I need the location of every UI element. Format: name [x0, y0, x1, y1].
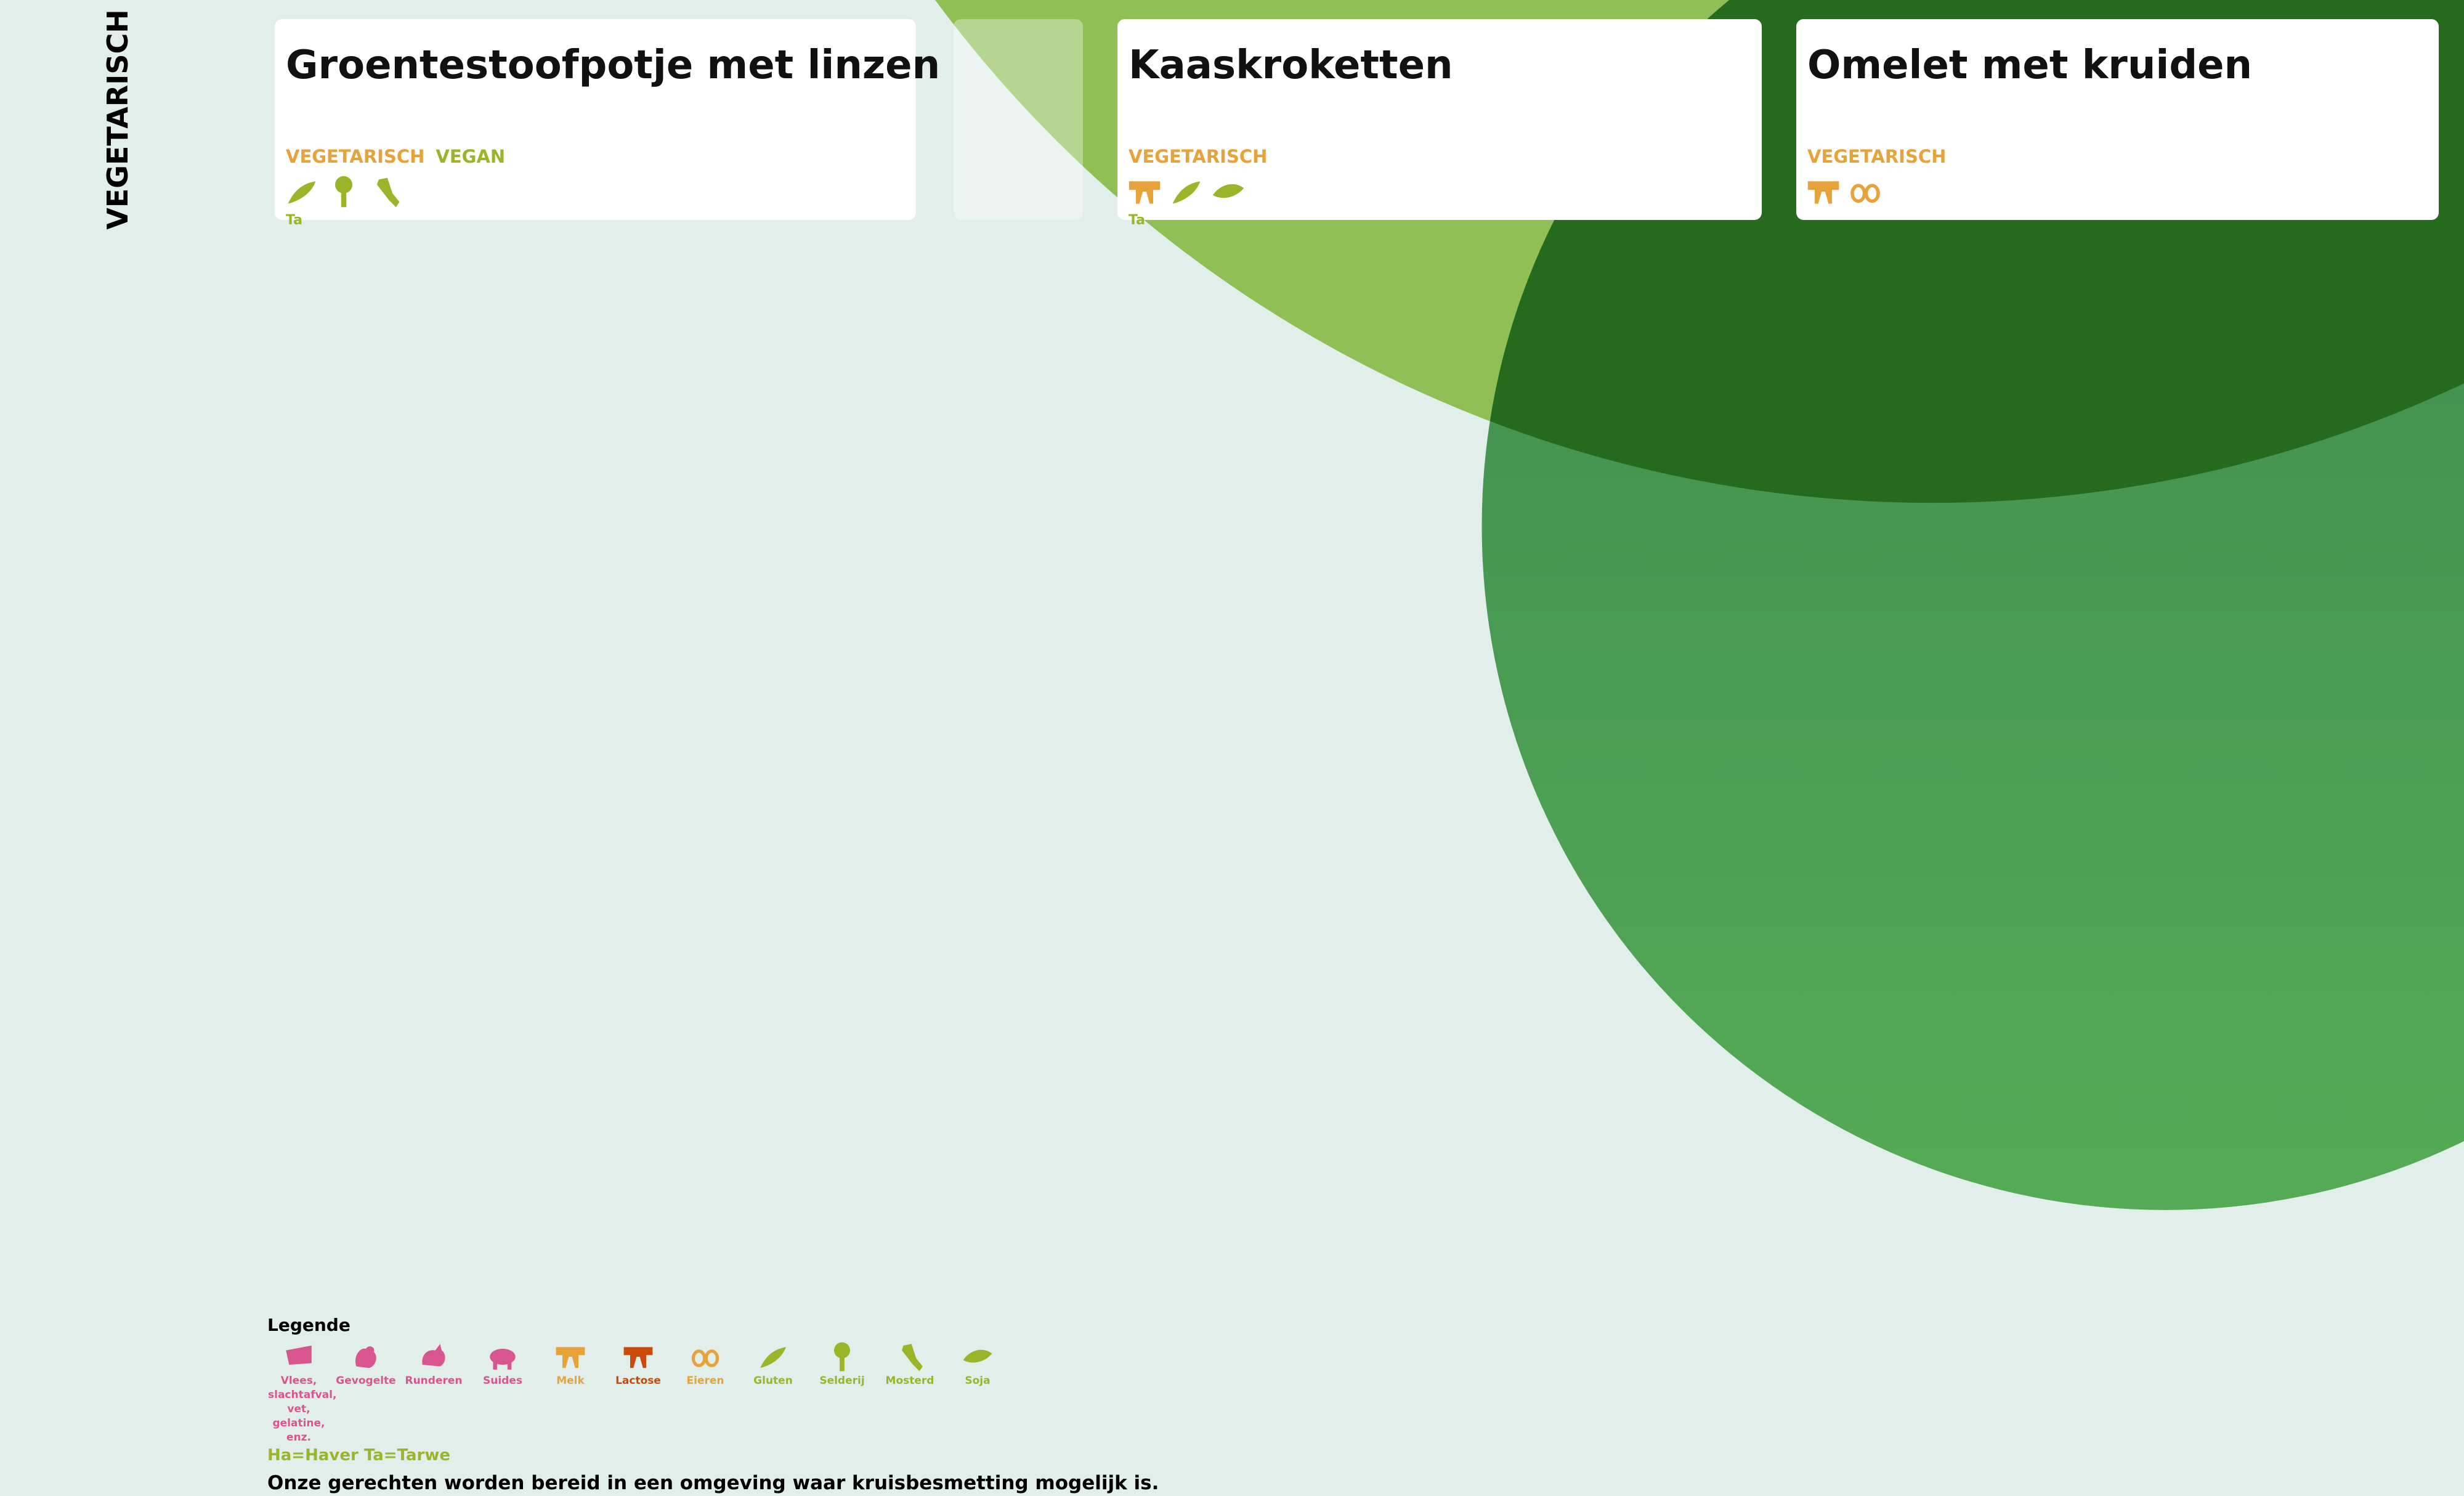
diet-tag: VEGETARISCH [286, 146, 425, 167]
allergen-icons [285, 174, 403, 209]
legend-item: Gevogelte [335, 1341, 397, 1388]
allergen-icon [1172, 181, 1201, 204]
footer: Onze gerechten worden bereid in een omge… [267, 1472, 1159, 1494]
allergen-icon [623, 1347, 653, 1368]
dish-title: Omelet met kruiden [1807, 43, 2253, 88]
legend-item: Runderen [403, 1341, 464, 1388]
diet-tag: VEGAN [436, 146, 506, 167]
empty-card [954, 19, 1083, 220]
dish-card: Omelet met kruiden VEGETARISCH [1796, 19, 2439, 220]
allergen-icon [556, 1347, 585, 1368]
allergen-icon [760, 1347, 786, 1368]
allergen-icon [286, 1345, 312, 1365]
dish-card: Groentestoofpotje met linzen VEGETARISCH V… [275, 19, 940, 228]
allergen-icon [1807, 181, 1839, 204]
allergen-icons [1806, 174, 1882, 209]
allergen-icon [1129, 181, 1161, 204]
legend-item: Eieren [675, 1341, 736, 1388]
legend-item: Gluten [742, 1341, 804, 1388]
tags: VEGETARISCH [1807, 146, 1957, 167]
legend-item: Vlees, slachtafval, vet, gelatine, enz. [268, 1341, 337, 1445]
legend-label: Gluten [753, 1375, 793, 1387]
legend-item: Soja [947, 1341, 1008, 1388]
legend-title: Legende [267, 1315, 351, 1335]
diet-tag: VEGETARISCH [1807, 146, 1947, 167]
allergen-icon [902, 1344, 923, 1372]
allergen-icon [422, 1344, 445, 1367]
grain-code: Ta [1129, 213, 1146, 228]
allergen-icon [377, 177, 400, 208]
allergen-icon [335, 176, 352, 208]
legend-label: Runderen [405, 1375, 463, 1387]
grain-note: Ha=Haver Ta=Tarwe [267, 1446, 450, 1465]
allergen-icon [288, 181, 316, 204]
allergen-icon [963, 1349, 992, 1363]
legend-label: Vlees, slachtafval, vet, gelatine, enz. [268, 1375, 337, 1444]
legend-item: Melk [540, 1341, 601, 1388]
legend-item: Lactose [607, 1341, 669, 1388]
grain-code: Ta [286, 213, 303, 228]
legend-item: Suides [472, 1341, 533, 1388]
allergen-icon [1850, 184, 1880, 203]
allergen-icon [691, 1349, 719, 1367]
legend-label: Selderij [819, 1375, 865, 1387]
allergen-icon [834, 1342, 850, 1372]
legend-label: Eieren [686, 1375, 724, 1387]
legend-label: Soja [965, 1375, 991, 1387]
legend-label: Mosterd [885, 1375, 934, 1387]
allergen-icons [1127, 174, 1246, 209]
legend-label: Suides [483, 1375, 522, 1387]
tags: VEGETARISCH VEGAN [286, 146, 516, 167]
legend-label: Lactose [615, 1375, 661, 1387]
tags: VEGETARISCH [1129, 146, 1278, 167]
legend-item: Selderij [811, 1341, 873, 1388]
allergen-icon [355, 1346, 376, 1368]
diet-tag: VEGETARISCH [1129, 146, 1268, 167]
allergen-icon [490, 1349, 516, 1370]
section-label: VEGETARISCH [101, 9, 134, 230]
dish-title: Kaaskroketten [1129, 43, 1453, 88]
legend-label: Melk [556, 1375, 585, 1387]
legend-item: Mosterd [879, 1341, 941, 1388]
dish-card: Kaaskroketten VEGETARISCH Ta [1117, 19, 1762, 228]
legend-label: Gevogelte [336, 1375, 396, 1387]
allergen-icon [1212, 184, 1244, 198]
dish-title: Groentestoofpotje met linzen [286, 43, 941, 88]
